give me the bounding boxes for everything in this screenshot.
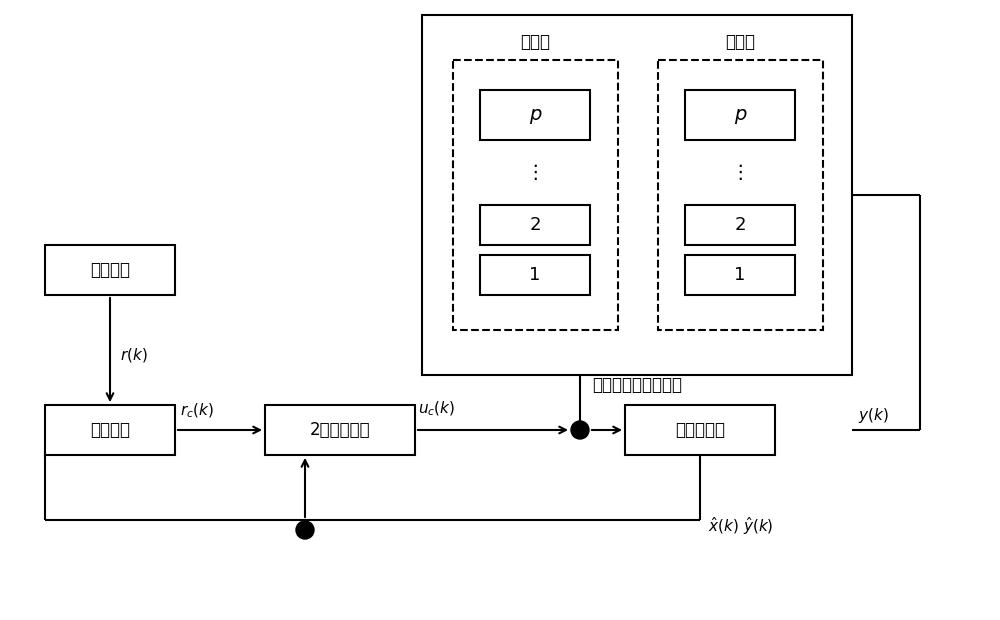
Bar — [480, 255, 590, 295]
Text: ⋮: ⋮ — [525, 162, 545, 182]
Text: 传感器: 传感器 — [725, 33, 755, 51]
Bar — [422, 15, 852, 375]
Text: 温度设定: 温度设定 — [90, 261, 130, 279]
Bar — [685, 205, 795, 245]
Bar — [625, 405, 775, 455]
Bar — [45, 405, 175, 455]
Text: $r(k)$: $r(k)$ — [120, 346, 148, 364]
Text: 预估观测器: 预估观测器 — [675, 421, 725, 439]
Text: ⋮: ⋮ — [730, 162, 750, 182]
Text: $y(k)$: $y(k)$ — [858, 406, 889, 425]
Bar — [265, 405, 415, 455]
Text: 1: 1 — [529, 266, 541, 284]
Text: 2: 2 — [529, 216, 541, 234]
Bar — [452, 60, 618, 330]
Text: 2: 2 — [734, 216, 746, 234]
Text: $\hat{x}(k)\ \hat{y}(k)$: $\hat{x}(k)\ \hat{y}(k)$ — [708, 515, 773, 537]
Text: p: p — [529, 105, 541, 125]
Text: 玻璃窗（受控对象）: 玻璃窗（受控对象） — [592, 376, 682, 394]
Text: 2自由度控制: 2自由度控制 — [310, 421, 370, 439]
Circle shape — [571, 421, 589, 439]
Bar — [685, 255, 795, 295]
Bar — [480, 90, 590, 140]
Bar — [658, 60, 822, 330]
Text: 梯度转化: 梯度转化 — [90, 421, 130, 439]
Bar — [480, 205, 590, 245]
Text: 加热器: 加热器 — [520, 33, 550, 51]
Bar — [45, 245, 175, 295]
Text: p: p — [734, 105, 746, 125]
Text: $r_c(k)$: $r_c(k)$ — [180, 402, 214, 420]
Circle shape — [296, 521, 314, 539]
Text: $u_c(k)$: $u_c(k)$ — [418, 400, 455, 418]
Text: 1: 1 — [734, 266, 746, 284]
Bar — [685, 90, 795, 140]
